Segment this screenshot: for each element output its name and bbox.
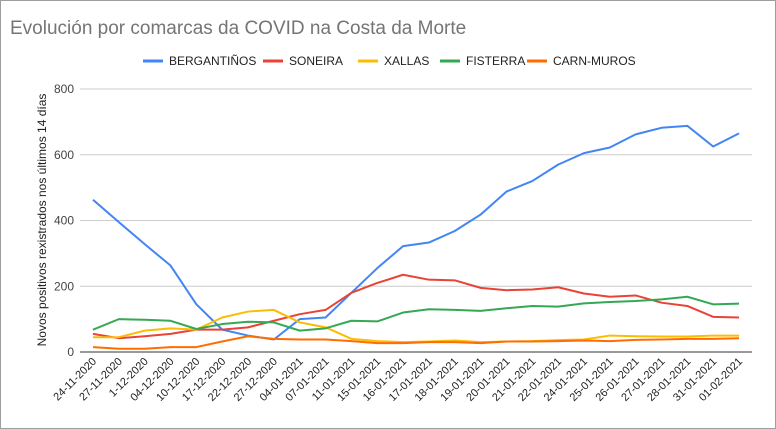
- chart-title: Evolución por comarcas da COVID na Costa…: [10, 18, 467, 39]
- series-line-bergantiños: [92, 124, 740, 341]
- y-axis-label: Novos positivos rexistrados nos últimos …: [35, 94, 49, 347]
- y-tick-label: 0: [67, 345, 74, 359]
- legend-label: XALLAS: [384, 54, 429, 68]
- y-tick-label: 800: [54, 82, 74, 96]
- legend-label: FISTERRA: [466, 54, 525, 68]
- legend-label: CARN-MUROS: [553, 54, 636, 68]
- series-line-soneira: [92, 273, 740, 340]
- legend-label: BERGANTIÑOS: [169, 54, 256, 68]
- y-tick-label: 600: [54, 148, 74, 162]
- y-tick-label: 200: [54, 279, 74, 293]
- series-line-fisterra: [92, 295, 740, 332]
- legend-label: SONEIRA: [289, 54, 343, 68]
- series-line-carn-muros: [92, 335, 740, 350]
- y-tick-label: 400: [54, 214, 74, 228]
